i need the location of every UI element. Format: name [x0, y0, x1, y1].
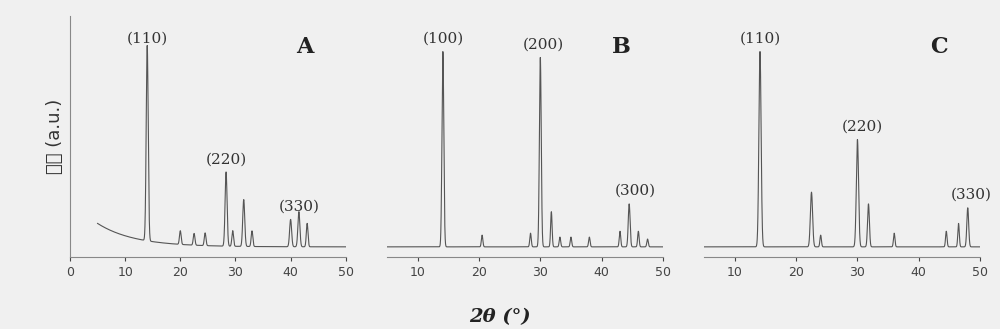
Text: (330): (330) — [278, 200, 319, 214]
Text: (110): (110) — [739, 32, 781, 46]
Y-axis label: 强度 (a.u.): 强度 (a.u.) — [46, 99, 64, 174]
Text: (220): (220) — [205, 153, 247, 167]
Text: (330): (330) — [950, 188, 991, 202]
Text: A: A — [296, 36, 313, 58]
Text: (300): (300) — [615, 184, 656, 198]
Text: (200): (200) — [523, 38, 564, 52]
Text: (220): (220) — [842, 120, 883, 134]
Text: (110): (110) — [127, 32, 168, 46]
Text: (100): (100) — [422, 32, 464, 46]
Text: C: C — [930, 36, 947, 58]
Text: B: B — [612, 36, 631, 58]
Text: 2θ (°): 2θ (°) — [469, 308, 531, 326]
